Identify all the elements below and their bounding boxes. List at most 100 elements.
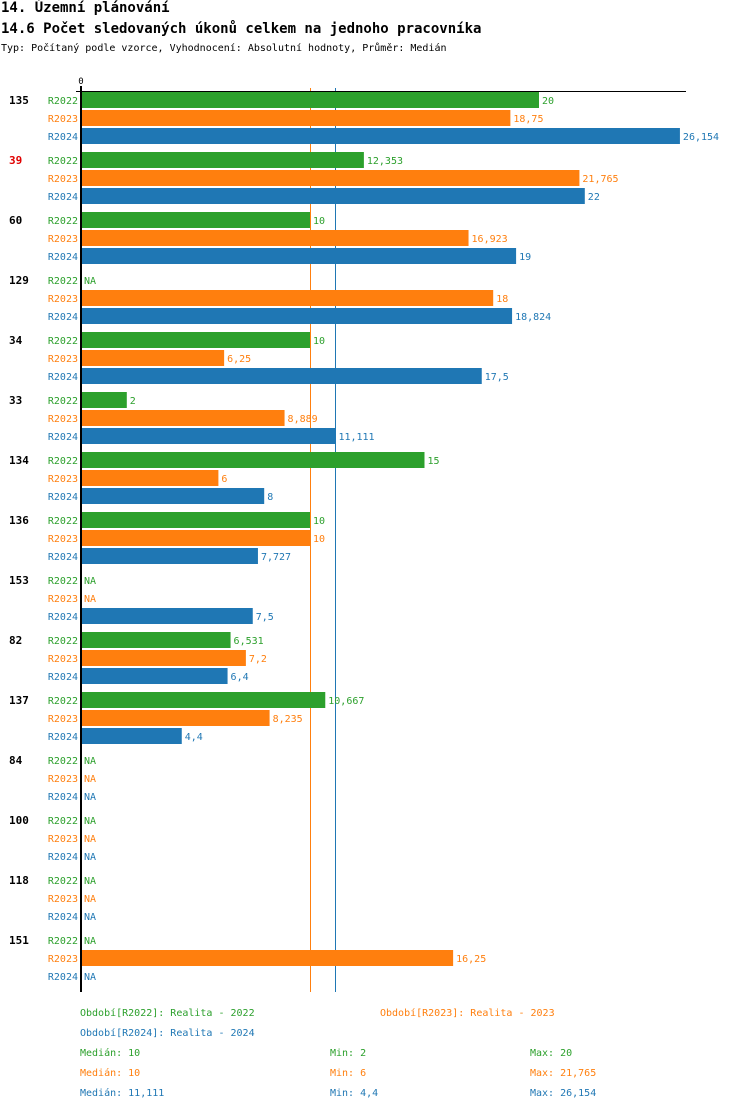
bar-r2022 bbox=[81, 452, 425, 468]
series-label-r2024: R2024 bbox=[48, 192, 78, 203]
series-label-r2024: R2024 bbox=[48, 672, 78, 683]
chart-title: 14.6 Počet sledovaných úkonů celkem na j… bbox=[1, 21, 482, 37]
legend-min-r2022: Min: 2 bbox=[330, 1048, 367, 1059]
bar-r2023 bbox=[81, 290, 494, 306]
data-label: 12,353 bbox=[367, 156, 403, 167]
data-label: NA bbox=[84, 972, 96, 983]
bar-r2023 bbox=[81, 710, 270, 726]
bar-r2022 bbox=[81, 692, 326, 708]
category-label: 137 bbox=[9, 694, 29, 707]
category-label: 118 bbox=[9, 874, 29, 887]
series-label-r2022: R2022 bbox=[48, 636, 78, 647]
bar-r2024 bbox=[81, 188, 585, 204]
series-label-r2023: R2023 bbox=[48, 954, 78, 965]
series-label-r2022: R2022 bbox=[48, 96, 78, 107]
series-label-r2022: R2022 bbox=[48, 576, 78, 587]
data-label: 8 bbox=[267, 492, 273, 503]
data-label: NA bbox=[84, 936, 96, 947]
data-label: 22 bbox=[588, 192, 600, 203]
series-label-r2023: R2023 bbox=[48, 894, 78, 905]
series-label-r2024: R2024 bbox=[48, 312, 78, 323]
series-label-r2023: R2023 bbox=[48, 414, 78, 425]
series-label-r2023: R2023 bbox=[48, 834, 78, 845]
series-label-r2023: R2023 bbox=[48, 174, 78, 185]
category-label: 153 bbox=[9, 574, 29, 587]
category-label: 39 bbox=[9, 154, 22, 167]
category-label: 82 bbox=[9, 634, 22, 647]
bar-r2022 bbox=[81, 632, 231, 648]
series-label-r2022: R2022 bbox=[48, 396, 78, 407]
data-label: 6,531 bbox=[234, 636, 264, 647]
legend-median-r2024: Medián: 11,111 bbox=[80, 1088, 165, 1099]
category-label: 100 bbox=[9, 814, 29, 827]
legend-period-r2022: Období[R2022]: Realita - 2022 bbox=[80, 1008, 255, 1019]
data-label: 7,727 bbox=[261, 552, 291, 563]
data-label: 19 bbox=[519, 252, 531, 263]
data-label: NA bbox=[84, 792, 96, 803]
series-label-r2024: R2024 bbox=[48, 252, 78, 263]
data-label: 10 bbox=[313, 516, 325, 527]
category-label: 84 bbox=[9, 754, 23, 767]
chart-subtitle: Typ: Počítaný podle vzorce, Vyhodnocení:… bbox=[1, 43, 447, 54]
series-label-r2024: R2024 bbox=[48, 972, 78, 983]
data-label: 10,667 bbox=[328, 696, 364, 707]
series-label-r2022: R2022 bbox=[48, 156, 78, 167]
series-label-r2023: R2023 bbox=[48, 354, 78, 365]
bar-r2022 bbox=[81, 392, 127, 408]
bar-r2023 bbox=[81, 650, 246, 666]
legend-median-r2022: Medián: 10 bbox=[80, 1048, 141, 1059]
series-label-r2022: R2022 bbox=[48, 456, 78, 467]
series-label-r2022: R2022 bbox=[48, 876, 78, 887]
bar-r2024 bbox=[81, 428, 336, 444]
data-label: NA bbox=[84, 594, 96, 605]
series-label-r2022: R2022 bbox=[48, 936, 78, 947]
legend-min-r2024: Min: 4,4 bbox=[330, 1088, 379, 1099]
data-label: 6,25 bbox=[227, 354, 251, 365]
series-label-r2024: R2024 bbox=[48, 792, 78, 803]
bar-r2022 bbox=[81, 152, 364, 168]
data-label: 18 bbox=[496, 294, 508, 305]
data-label: 4,4 bbox=[185, 732, 203, 743]
series-label-r2022: R2022 bbox=[48, 336, 78, 347]
bar-r2022 bbox=[81, 512, 310, 528]
data-label: 10 bbox=[313, 534, 325, 545]
data-label: NA bbox=[84, 756, 96, 767]
series-label-r2023: R2023 bbox=[48, 534, 78, 545]
series-label-r2022: R2022 bbox=[48, 756, 78, 767]
bar-r2024 bbox=[81, 548, 258, 564]
data-label: NA bbox=[84, 276, 96, 287]
data-label: 15 bbox=[428, 456, 440, 467]
data-label: 20 bbox=[542, 96, 554, 107]
category-label: 60 bbox=[9, 214, 22, 227]
bar-r2024 bbox=[81, 308, 513, 324]
series-label-r2022: R2022 bbox=[48, 276, 78, 287]
data-label: NA bbox=[84, 816, 96, 827]
data-label: 17,5 bbox=[485, 372, 509, 383]
category-label: 34 bbox=[9, 334, 23, 347]
data-label: 7,2 bbox=[249, 654, 267, 665]
data-label: NA bbox=[84, 852, 96, 863]
bar-r2024 bbox=[81, 728, 182, 744]
series-label-r2023: R2023 bbox=[48, 234, 78, 245]
data-label: 21,765 bbox=[582, 174, 618, 185]
data-label: 2 bbox=[130, 396, 136, 407]
bar-r2023 bbox=[81, 170, 580, 186]
data-label: 7,5 bbox=[256, 612, 274, 623]
data-label: 18,824 bbox=[515, 312, 551, 323]
series-label-r2023: R2023 bbox=[48, 654, 78, 665]
series-label-r2023: R2023 bbox=[48, 294, 78, 305]
legend-min-r2023: Min: 6 bbox=[330, 1068, 367, 1079]
series-label-r2024: R2024 bbox=[48, 852, 78, 863]
data-label: NA bbox=[84, 576, 96, 587]
data-label: NA bbox=[84, 894, 96, 905]
data-label: 26,154 bbox=[683, 132, 719, 143]
bar-r2023 bbox=[81, 230, 469, 246]
bar-r2022 bbox=[81, 332, 310, 348]
data-label: 10 bbox=[313, 336, 325, 347]
bar-r2023 bbox=[81, 410, 285, 426]
data-label: 8,889 bbox=[288, 414, 318, 425]
bar-r2023 bbox=[81, 530, 310, 546]
legend-max-r2022: Max: 20 bbox=[530, 1048, 573, 1059]
category-label: 135 bbox=[9, 94, 29, 107]
data-label: NA bbox=[84, 876, 96, 887]
